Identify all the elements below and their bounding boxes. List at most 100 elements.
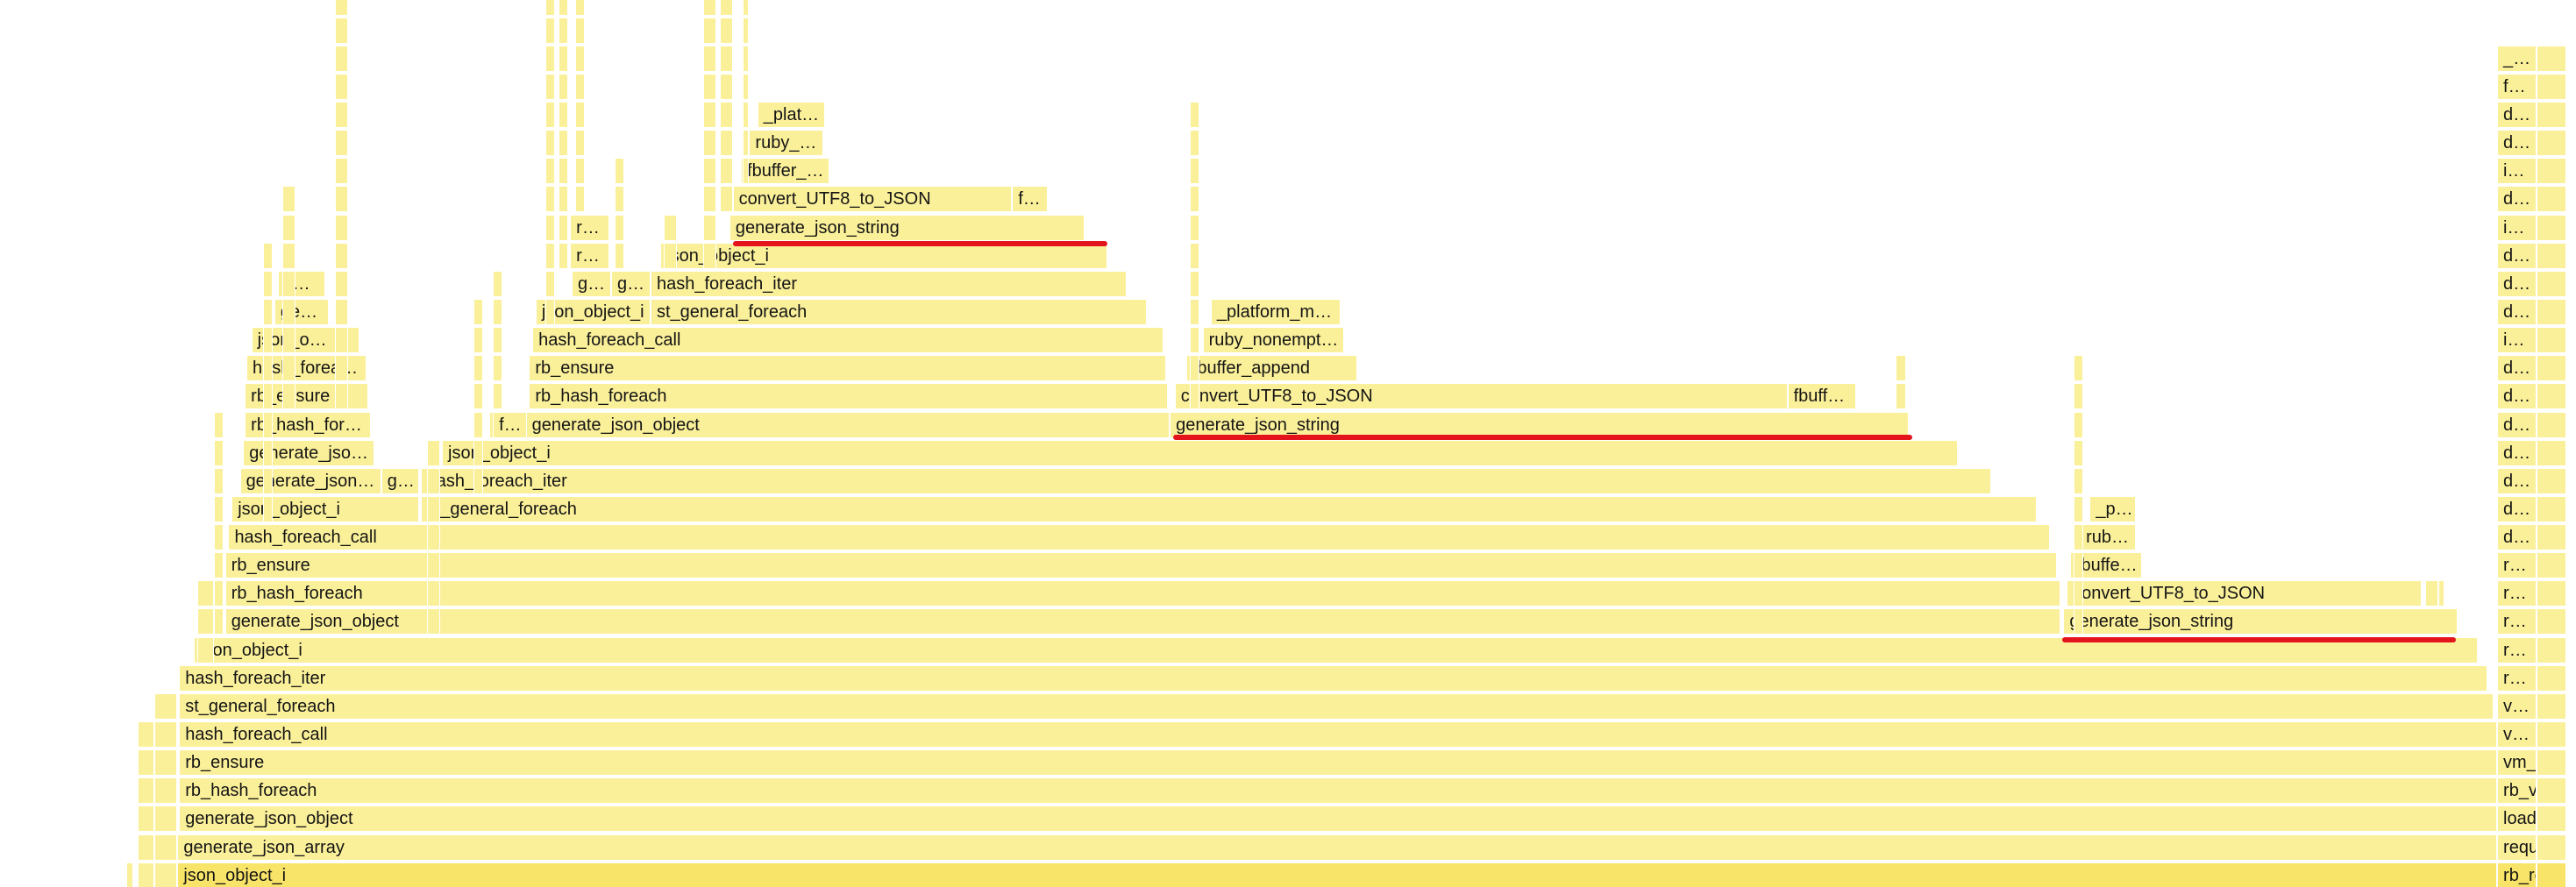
stack-frame[interactable]: f… [493,411,530,438]
stack-frame[interactable] [2537,270,2566,297]
stack-frame[interactable]: r… [2497,636,2537,663]
stack-frame[interactable] [742,45,750,72]
stack-frame[interactable] [154,862,178,887]
stack-frame[interactable] [2537,242,2566,269]
stack-frame[interactable]: hash_foreach_iter [420,467,1991,494]
stack-frame[interactable]: convert_UTF8_to_JSON [2067,580,2422,607]
stack-frame[interactable]: convert_UTF8_to_JSON [1174,383,1788,410]
stack-frame[interactable] [2537,327,2566,354]
stack-frame[interactable] [559,214,569,241]
stack-frame[interactable] [335,186,349,213]
stack-frame[interactable] [2537,692,2566,720]
stack-frame[interactable] [545,102,556,129]
stack-frame[interactable] [702,0,716,16]
stack-frame[interactable] [574,45,586,72]
stack-frame[interactable] [2424,580,2438,607]
stack-frame[interactable]: fbuffer_append [1185,355,1357,382]
stack-frame[interactable] [262,439,274,466]
stack-frame[interactable]: rb_ensure [224,552,2057,579]
stack-frame[interactable]: _… [2497,45,2537,72]
stack-frame[interactable] [702,158,716,185]
stack-frame[interactable] [2537,777,2566,805]
stack-frame[interactable]: fbuffer_… [741,158,830,185]
stack-frame[interactable]: d… [2497,130,2537,157]
stack-frame[interactable] [1189,186,1199,213]
stack-frame[interactable]: rb_hash_foreach [224,580,2060,607]
stack-frame[interactable] [1189,158,1199,185]
stack-frame[interactable] [196,636,214,663]
stack-frame[interactable] [545,17,556,44]
stack-frame[interactable] [702,242,716,269]
stack-frame[interactable] [1189,355,1199,382]
stack-frame[interactable] [2537,439,2566,466]
stack-frame[interactable] [427,524,441,551]
stack-frame[interactable]: f… [2497,73,2537,100]
stack-frame[interactable] [574,73,586,100]
stack-frame[interactable] [702,214,716,241]
stack-frame[interactable] [282,355,296,382]
stack-frame[interactable] [2437,580,2445,607]
stack-frame[interactable] [126,862,133,887]
stack-frame[interactable]: g… [611,270,651,297]
stack-frame[interactable] [545,214,556,241]
stack-frame[interactable] [262,327,274,354]
stack-frame[interactable] [702,130,716,157]
stack-frame[interactable] [213,552,224,579]
stack-frame[interactable] [473,355,483,382]
stack-frame[interactable]: load_… [2497,805,2537,833]
stack-frame[interactable] [473,327,483,354]
stack-frame[interactable] [154,749,178,777]
stack-frame[interactable]: rb_ensure [179,749,2498,777]
stack-frame[interactable] [2537,411,2566,438]
stack-frame[interactable] [335,327,349,354]
stack-frame[interactable] [262,299,274,326]
stack-frame[interactable]: d… [2497,355,2537,382]
stack-frame[interactable] [702,17,716,44]
stack-frame[interactable] [154,834,178,861]
stack-frame[interactable] [335,242,349,269]
stack-frame[interactable] [2537,355,2566,382]
stack-frame[interactable] [473,439,483,466]
stack-frame[interactable] [262,270,274,297]
stack-frame[interactable] [213,439,224,466]
stack-frame[interactable] [2537,524,2566,551]
stack-frame[interactable] [545,130,556,157]
stack-frame[interactable] [2537,102,2566,129]
stack-frame[interactable] [335,158,349,185]
stack-frame[interactable] [2073,383,2083,410]
stack-frame[interactable] [742,130,750,157]
stack-frame[interactable] [213,467,224,494]
stack-frame[interactable] [335,0,349,16]
stack-frame[interactable] [742,0,750,16]
stack-frame[interactable] [614,214,624,241]
stack-frame[interactable] [493,327,503,354]
stack-frame[interactable] [2537,552,2566,579]
stack-frame[interactable]: d… [2497,102,2537,129]
stack-frame[interactable] [154,805,178,833]
stack-frame[interactable] [213,411,224,438]
stack-frame[interactable]: ruby_nonempt… [1202,327,1344,354]
stack-frame[interactable] [2537,130,2566,157]
stack-frame[interactable] [545,299,556,326]
stack-frame[interactable] [2073,552,2083,579]
stack-frame[interactable] [2537,495,2566,522]
stack-frame[interactable] [2073,608,2083,635]
stack-frame[interactable] [2073,495,2083,522]
stack-frame[interactable]: generate_json_object [179,805,2498,833]
stack-frame[interactable]: generate_json… [239,467,381,494]
stack-frame[interactable] [2537,45,2566,72]
stack-frame[interactable]: d… [2497,383,2537,410]
stack-frame[interactable] [335,299,349,326]
stack-frame[interactable] [2537,383,2566,410]
stack-frame[interactable] [473,383,483,410]
stack-frame-root[interactable]: json_object_i [177,862,2498,887]
stack-frame[interactable] [282,299,296,326]
stack-frame[interactable]: rb_hash_foreach [529,383,1169,410]
stack-frame[interactable] [335,130,349,157]
stack-frame[interactable] [2537,805,2566,833]
stack-frame[interactable] [262,411,274,438]
stack-frame[interactable] [2537,299,2566,326]
stack-frame[interactable]: hash_foreach_iter [179,664,2487,692]
stack-frame[interactable] [719,158,733,185]
stack-frame[interactable] [335,214,349,241]
